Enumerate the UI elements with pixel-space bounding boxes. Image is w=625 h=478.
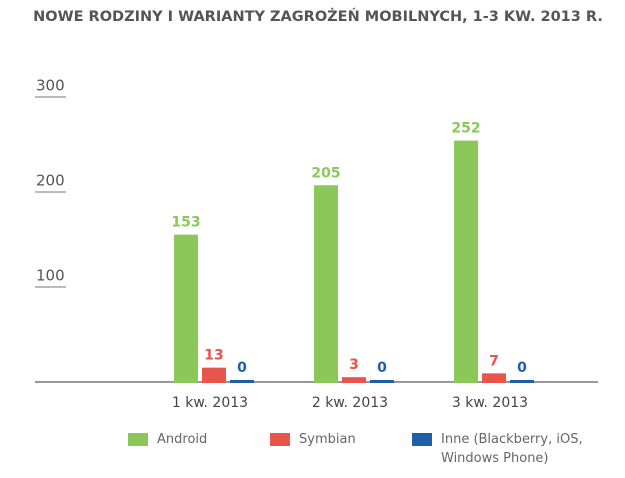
value-label: 153 — [171, 215, 200, 231]
bar — [482, 373, 506, 384]
legend-swatch — [270, 433, 290, 446]
y-tick-label: 300 — [36, 77, 65, 95]
value-label: 0 — [377, 360, 387, 376]
legend-swatch — [128, 433, 148, 446]
bar — [314, 185, 338, 383]
value-label: 13 — [204, 348, 223, 364]
bar — [342, 377, 366, 383]
value-label: 205 — [311, 165, 340, 181]
bar — [370, 380, 394, 383]
legend-label: Symbian — [299, 432, 356, 447]
bar — [510, 380, 534, 383]
legend-label: Android — [157, 432, 208, 447]
legend-label: Inne (Blackberry, iOS, Windows Phone) — [441, 432, 583, 466]
x-tick-label: 3 kw. 2013 — [452, 395, 528, 411]
x-tick-label: 1 kw. 2013 — [172, 395, 248, 411]
x-tick-label: 2 kw. 2013 — [312, 395, 388, 411]
y-tick-label: 100 — [36, 267, 65, 285]
legend-swatch — [412, 433, 432, 446]
value-label: 252 — [451, 121, 480, 137]
value-label: 0 — [517, 360, 527, 376]
y-tick-label: 200 — [36, 172, 65, 190]
value-label: 3 — [349, 357, 359, 373]
bar — [174, 234, 198, 383]
bar — [230, 380, 254, 383]
bar — [454, 140, 478, 383]
chart-title: NOWE RODZINY I WARIANTY ZAGROŻEŃ MOBILNY… — [33, 7, 603, 25]
value-label: 7 — [489, 353, 499, 369]
value-label: 0 — [237, 360, 247, 376]
bar — [202, 367, 226, 383]
